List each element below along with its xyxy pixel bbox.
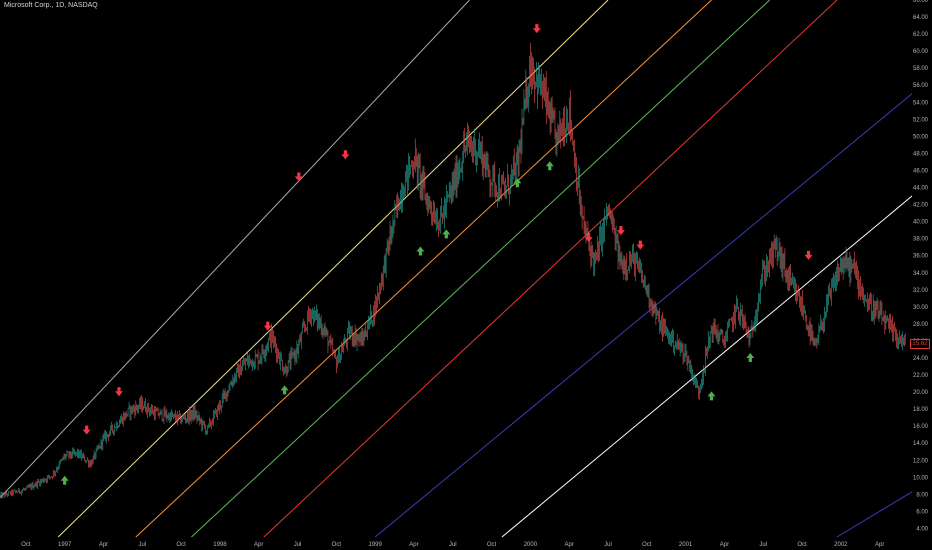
channel-line-1 [0, 0, 470, 499]
y-tick-label: 4.00 [916, 526, 928, 532]
x-tick-label: 1997 [58, 542, 72, 548]
x-tick-label: Apr [565, 542, 574, 548]
y-tick-label: 12.00 [913, 458, 929, 464]
arrow-down-icon [115, 387, 124, 397]
x-tick-label: Oct [642, 542, 652, 548]
y-tick-label: 34.00 [913, 271, 929, 277]
last-price-tag: 25.62 [910, 339, 930, 350]
y-tick-label: 8.00 [916, 492, 928, 498]
y-tick-label: 62.00 [913, 32, 929, 38]
y-tick-label: 16.00 [913, 424, 929, 430]
arrow-down-icon [341, 150, 350, 160]
x-tick-label: 1999 [368, 542, 382, 548]
y-tick-label: 30.00 [913, 305, 929, 311]
x-tick-label: Oct [21, 542, 31, 548]
y-tick-label: 48.00 [913, 151, 929, 157]
x-tick-label: Apr [99, 542, 108, 548]
arrow-up-icon [416, 246, 425, 256]
channel-line-8 [836, 491, 913, 538]
arrow-up-icon [280, 385, 289, 395]
arrow-up-icon [746, 353, 755, 362]
y-tick-label: 44.00 [913, 186, 929, 192]
x-tick-label: Jul [759, 542, 767, 548]
x-tick-label: Apr [720, 542, 729, 548]
y-tick-label: 32.00 [913, 288, 929, 294]
signal-arrows [60, 24, 813, 485]
x-tick-label: 1998 [213, 542, 227, 548]
x-tick-label: Oct [797, 542, 807, 548]
x-tick-label: Jul [294, 542, 302, 548]
y-tick-label: 28.00 [913, 322, 929, 328]
y-tick-label: 54.00 [913, 100, 929, 106]
y-tick-label: 6.00 [916, 509, 928, 515]
arrow-down-icon [82, 425, 91, 435]
y-tick-label: 20.00 [913, 390, 929, 396]
arrow-down-icon [616, 226, 625, 236]
channel-line-3 [135, 0, 712, 538]
arrow-up-icon [442, 229, 451, 239]
y-tick-label: 66.00 [913, 0, 929, 4]
channel-line-4 [191, 0, 771, 538]
arrow-down-icon [294, 172, 303, 182]
y-tick-label: 24.00 [913, 356, 929, 362]
channel-line-6 [374, 93, 913, 538]
y-tick-label: 10.00 [913, 475, 929, 481]
y-tick-label: 60.00 [913, 49, 929, 55]
y-tick-label: 52.00 [913, 117, 929, 123]
arrow-down-icon [584, 232, 593, 242]
y-tick-label: 38.00 [913, 237, 929, 243]
y-tick-label: 58.00 [913, 66, 929, 72]
y-tick-label: 64.00 [913, 15, 929, 21]
y-tick-label: 36.00 [913, 254, 929, 260]
arrow-up-icon [513, 178, 522, 188]
x-tick-label: Apr [875, 542, 884, 548]
x-tick-label: Oct [332, 542, 342, 548]
y-tick-label: 40.00 [913, 220, 929, 226]
x-tick-label: Jul [604, 542, 612, 548]
x-tick-label: Apr [409, 542, 418, 548]
y-tick-label: 46.00 [913, 168, 929, 174]
arrow-up-icon [707, 391, 716, 401]
x-tick-label: 2000 [524, 542, 538, 548]
arrow-up-icon [545, 161, 554, 171]
x-tick-label: Apr [254, 542, 263, 548]
x-tick-label: Oct [487, 542, 497, 548]
y-tick-label: 50.00 [913, 134, 929, 140]
x-tick-label: Oct [176, 542, 186, 548]
y-tick-label: 56.00 [913, 83, 929, 89]
y-tick-label: 14.00 [913, 441, 929, 447]
arrow-down-icon [263, 321, 272, 331]
x-tick-label: Jul [138, 542, 146, 548]
y-tick-label: 22.00 [913, 373, 929, 379]
chart-title: Microsoft Corp., 1D, NASDAQ [4, 2, 98, 9]
x-tick-label: 2001 [679, 542, 693, 548]
channel-lines [0, 0, 913, 538]
y-tick-label: 42.00 [913, 203, 929, 209]
arrow-down-icon [636, 240, 645, 250]
arrow-down-icon [804, 250, 813, 260]
channel-line-5 [263, 0, 838, 538]
x-axis: Oct 1997 Apr Jul Oct 1998 Apr Jul Oct 1999 Apr Jul O… [21, 542, 884, 548]
y-tick-label: 18.00 [913, 407, 929, 413]
x-tick-label: 2002 [834, 542, 848, 548]
candlesticks [0, 42, 906, 499]
y-axis: 4.00 6.00 8.00 10.00 12.00 14.00 16.00 18.00 20.… [913, 0, 929, 532]
channel-line-2 [57, 0, 609, 538]
x-tick-label: Jul [449, 542, 457, 548]
arrow-down-icon [532, 24, 541, 34]
arrow-up-icon [60, 475, 69, 485]
channel-line-7 [501, 195, 913, 538]
